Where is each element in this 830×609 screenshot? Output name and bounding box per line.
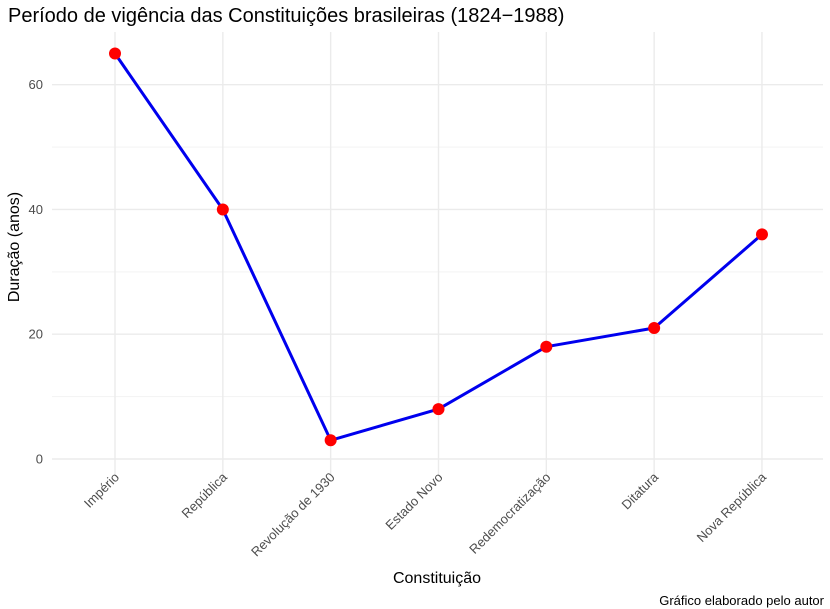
y-axis-title: Duração (anos) xyxy=(6,192,23,302)
series-group xyxy=(109,47,768,447)
y-tick-label: 60 xyxy=(29,77,43,92)
chart-title: Período de vigência das Constituições br… xyxy=(8,5,564,27)
y-tick-label: 20 xyxy=(29,327,43,342)
y-tick-label: 0 xyxy=(36,452,43,467)
data-point xyxy=(540,340,553,353)
data-point xyxy=(216,203,229,216)
x-tick-label: República xyxy=(178,469,230,521)
x-axis-title: Constituição xyxy=(393,570,481,587)
x-tick-label: Redemocratização xyxy=(466,470,553,557)
data-point xyxy=(432,403,445,416)
data-point xyxy=(755,228,768,241)
x-tick-label: Revolução de 1930 xyxy=(248,470,338,560)
grid xyxy=(52,32,823,475)
y-axis-ticks: 0 20 40 60 xyxy=(29,77,43,466)
chart-caption: Gráfico elaborado pelo autor xyxy=(659,593,824,608)
x-tick-label: Nova República xyxy=(694,469,770,545)
y-tick-label: 40 xyxy=(29,202,43,217)
data-point xyxy=(109,47,121,60)
x-tick-label: Ditatura xyxy=(618,469,661,512)
data-point xyxy=(648,321,661,334)
x-tick-label: Estado Novo xyxy=(382,470,445,533)
x-axis-ticks: Império República Revolução de 1930 Estado … xyxy=(81,469,770,559)
data-point xyxy=(324,434,337,447)
x-tick-label: Império xyxy=(81,470,122,511)
